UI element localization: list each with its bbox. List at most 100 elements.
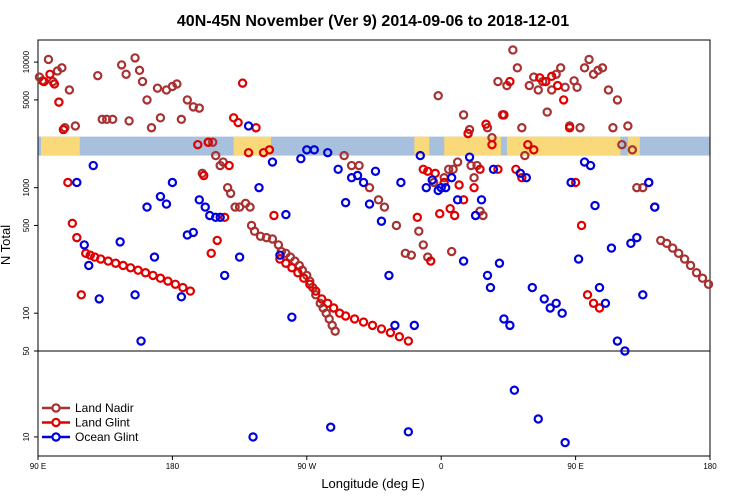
data-point xyxy=(81,248,91,259)
data-point xyxy=(249,226,260,236)
land-band-segment xyxy=(233,136,271,156)
data-point xyxy=(88,160,98,171)
data-point xyxy=(325,422,336,432)
data-point xyxy=(481,119,491,129)
data-point xyxy=(170,279,181,289)
data-point xyxy=(551,298,561,308)
data-point xyxy=(426,256,436,266)
data-point xyxy=(482,270,493,281)
data-point xyxy=(136,336,146,346)
data-point xyxy=(594,282,605,293)
data-point xyxy=(529,72,539,82)
data-point xyxy=(124,116,134,126)
data-point xyxy=(130,53,140,63)
data-point xyxy=(452,195,463,205)
data-point xyxy=(487,139,497,150)
data-point xyxy=(208,137,218,147)
data-point xyxy=(584,54,594,65)
series-layer xyxy=(34,45,714,448)
data-point xyxy=(415,150,425,161)
data-point xyxy=(118,260,128,271)
data-point xyxy=(493,164,503,175)
data-point xyxy=(452,157,463,167)
series-ocean-glint xyxy=(72,121,660,448)
data-point xyxy=(551,69,561,79)
land-band-segment xyxy=(40,136,80,156)
y-axis: 10000 5000 1000 500 100 50 10 xyxy=(22,50,38,441)
data-point xyxy=(328,303,339,313)
data-point xyxy=(358,177,369,188)
data-point xyxy=(323,298,333,308)
land-band-segment xyxy=(444,136,501,156)
data-point xyxy=(269,210,279,221)
data-point xyxy=(552,80,563,91)
data-point xyxy=(517,173,527,183)
data-point xyxy=(406,250,417,260)
data-point xyxy=(485,282,496,293)
data-point xyxy=(427,175,437,185)
data-point xyxy=(251,123,261,133)
data-point xyxy=(194,103,204,113)
data-point xyxy=(529,145,539,155)
data-point xyxy=(409,320,420,331)
legend-label: Land Nadir xyxy=(75,401,134,415)
series-land-glint xyxy=(39,69,605,346)
data-point xyxy=(478,210,488,221)
data-point xyxy=(364,199,375,209)
y-tick-label: 5000 xyxy=(22,90,31,108)
x-tick-label: 180 xyxy=(166,462,180,471)
data-point xyxy=(573,254,584,264)
y-tick-label: 500 xyxy=(22,218,31,232)
data-point xyxy=(237,78,248,88)
data-point xyxy=(582,290,593,300)
data-point xyxy=(323,147,333,158)
data-point xyxy=(521,173,532,183)
data-point xyxy=(58,124,69,135)
data-point xyxy=(161,199,172,209)
data-point xyxy=(390,320,400,331)
land-band-segment xyxy=(414,136,430,156)
data-point xyxy=(275,254,285,264)
data-point xyxy=(650,202,660,212)
data-point xyxy=(293,268,303,278)
data-point xyxy=(225,188,236,199)
data-point xyxy=(685,260,696,271)
y-tick-label: 50 xyxy=(22,346,31,355)
data-point xyxy=(43,54,54,65)
data-point xyxy=(57,63,67,73)
x-axis: 90 E 180 90 W 0 90 E 180 xyxy=(30,456,717,471)
data-point xyxy=(85,250,95,260)
data-point xyxy=(287,263,297,273)
data-point xyxy=(697,273,708,283)
data-point xyxy=(39,76,49,87)
data-point xyxy=(373,195,384,205)
data-point xyxy=(448,164,458,175)
data-point xyxy=(545,303,555,313)
data-point xyxy=(212,235,222,246)
data-point xyxy=(466,160,476,171)
data-point xyxy=(178,282,188,293)
data-point xyxy=(638,182,648,193)
data-point xyxy=(505,320,515,331)
data-point xyxy=(176,114,187,125)
data-point xyxy=(454,180,464,190)
data-point xyxy=(579,63,590,73)
y-tick-label: 10 xyxy=(22,432,31,441)
data-point xyxy=(243,121,254,131)
data-point xyxy=(575,123,585,133)
data-point xyxy=(358,317,369,327)
data-point xyxy=(96,254,106,264)
data-point xyxy=(155,113,166,123)
data-point xyxy=(188,227,199,238)
data-point xyxy=(152,83,163,93)
data-point xyxy=(211,212,221,223)
data-point xyxy=(299,273,309,283)
data-point xyxy=(585,160,596,171)
data-point xyxy=(264,145,275,155)
data-point xyxy=(469,173,479,183)
data-point xyxy=(384,270,394,281)
data-point xyxy=(72,232,82,243)
x-tick-label: 180 xyxy=(703,462,717,471)
data-point xyxy=(110,258,121,268)
data-point xyxy=(281,258,291,268)
